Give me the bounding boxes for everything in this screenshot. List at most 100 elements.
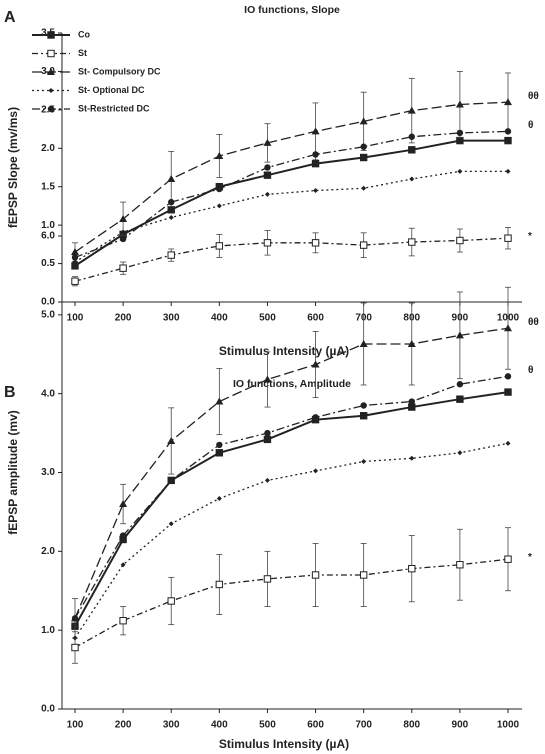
marker — [504, 98, 512, 106]
marker — [120, 562, 126, 568]
x-tick-label: 100 — [67, 313, 84, 324]
series-line — [74, 442, 509, 639]
marker — [167, 206, 175, 214]
marker — [216, 496, 222, 502]
marker — [119, 532, 127, 539]
x-axis-label: Stimulus Intensity (µA) — [219, 344, 349, 358]
marker — [504, 373, 512, 380]
marker — [457, 450, 463, 456]
y-tick-label: 1.5 — [41, 181, 55, 192]
x-tick-label: 600 — [307, 720, 324, 731]
marker — [313, 468, 319, 474]
marker — [455, 331, 464, 339]
marker — [359, 241, 368, 249]
marker — [456, 236, 464, 245]
marker — [360, 143, 367, 150]
marker — [264, 429, 271, 437]
marker — [47, 31, 55, 39]
y-tick-label: 0.5 — [41, 258, 55, 269]
marker — [167, 597, 175, 605]
annotation: θ — [528, 120, 533, 131]
marker — [456, 561, 464, 569]
marker — [311, 360, 320, 368]
legend-label: St- Compulsory DC — [78, 66, 161, 76]
marker — [168, 198, 175, 206]
marker — [264, 191, 270, 197]
marker — [215, 151, 224, 159]
marker — [361, 185, 367, 191]
marker — [72, 259, 78, 265]
marker — [456, 136, 464, 145]
legend-label: St- Optional DC — [78, 85, 145, 95]
marker — [119, 500, 128, 508]
x-tick-label: 1000 — [497, 720, 520, 731]
marker — [215, 449, 224, 457]
marker — [504, 128, 512, 135]
y-axis-label: fEPSP amplitude (mv) — [6, 410, 20, 534]
marker — [456, 381, 464, 388]
marker — [311, 239, 320, 247]
marker — [215, 397, 224, 405]
marker — [312, 151, 319, 158]
marker — [168, 521, 174, 527]
marker — [71, 248, 79, 256]
x-tick-label: 800 — [403, 720, 420, 731]
marker — [72, 635, 78, 641]
marker — [457, 168, 463, 174]
marker — [167, 436, 176, 444]
marker — [216, 203, 222, 209]
x-tick-label: 600 — [307, 313, 324, 324]
marker — [216, 185, 223, 193]
y-tick-label: 2.0 — [41, 143, 55, 154]
marker — [167, 251, 175, 259]
series-line — [74, 130, 509, 259]
annotation: θθ — [528, 91, 539, 102]
marker — [504, 136, 512, 145]
marker — [408, 398, 415, 405]
annotation: * — [528, 231, 532, 242]
marker — [168, 214, 174, 220]
marker — [48, 88, 54, 93]
marker — [119, 617, 127, 625]
legend-label: St-Restricted DC — [78, 103, 150, 113]
y-tick-label: 2.0 — [41, 546, 55, 557]
marker — [408, 238, 416, 246]
marker — [504, 555, 512, 563]
marker — [71, 254, 79, 261]
series-line — [74, 237, 509, 282]
legend-label: Co — [78, 29, 90, 39]
series-line — [74, 101, 509, 253]
marker — [408, 564, 416, 573]
series-line — [74, 558, 509, 649]
marker — [408, 403, 416, 411]
marker — [361, 458, 367, 464]
x-axis-label: Stimulus Intensity (µA) — [219, 737, 349, 751]
marker — [456, 129, 464, 137]
x-tick-label: 200 — [115, 720, 132, 731]
x-tick-label: 900 — [452, 720, 469, 731]
x-tick-label: 300 — [163, 313, 180, 324]
marker — [504, 324, 512, 332]
series-line — [74, 139, 508, 267]
marker — [504, 234, 512, 242]
marker — [263, 435, 272, 444]
annotation: θθ — [528, 317, 539, 328]
y-axis-label: fEPSP Slope (mv/ms) — [6, 107, 20, 228]
legend-label: St — [78, 48, 87, 58]
x-tick-label: 700 — [355, 720, 372, 731]
marker — [215, 242, 224, 250]
marker — [455, 100, 464, 108]
marker — [407, 106, 416, 114]
marker — [71, 643, 79, 652]
y-tick-label: 0.0 — [41, 297, 55, 308]
marker — [263, 375, 272, 383]
marker — [359, 117, 368, 125]
chart-title: IO functions, Slope — [244, 4, 340, 16]
marker — [119, 264, 127, 272]
marker — [263, 138, 272, 146]
marker — [359, 153, 368, 162]
panel-label: B — [4, 384, 16, 401]
series-line — [74, 375, 509, 619]
